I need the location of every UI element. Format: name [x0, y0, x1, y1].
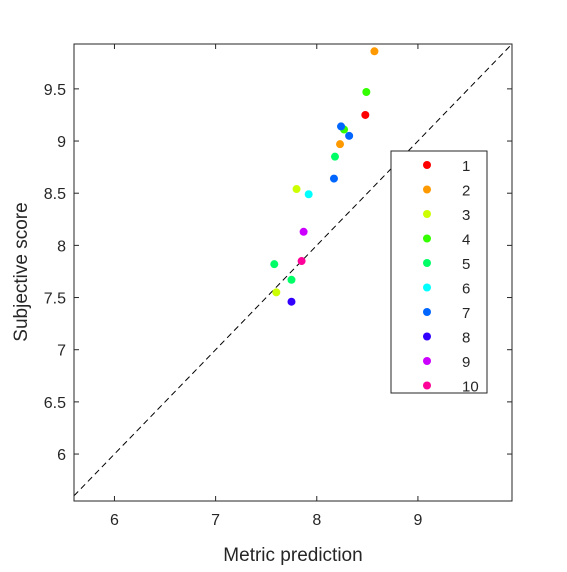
data-point-series-3 — [272, 288, 281, 297]
plot-frame — [73, 43, 513, 502]
y-tick-label: 8.5 — [44, 186, 66, 203]
data-point-series-5 — [330, 152, 339, 161]
identity-line — [73, 43, 513, 497]
legend: 1 2 3 4 5 6 7 8 9 10 — [390, 150, 488, 396]
x-tick-label: 9 — [413, 512, 422, 529]
legend-label-3: 3 — [462, 207, 470, 224]
data-point-series-3 — [292, 185, 301, 194]
data-point-series-2 — [336, 140, 345, 149]
legend-marker-2 — [423, 185, 431, 194]
data-point-series-4 — [362, 87, 371, 96]
legend-marker-10 — [423, 381, 431, 390]
data-point-series-5 — [270, 260, 279, 269]
legend-marker-4 — [423, 234, 431, 243]
legend-label-9: 9 — [462, 354, 470, 371]
legend-marker-5 — [423, 259, 431, 267]
data-point-series-1 — [361, 110, 370, 119]
legend-label-7: 7 — [462, 305, 470, 322]
legend-label-10: 10 — [462, 379, 479, 396]
x-tick-label: 6 — [110, 512, 119, 529]
data-point-series-7 — [329, 174, 338, 183]
data-point-series-2 — [370, 47, 379, 56]
legend-label-5: 5 — [462, 256, 470, 273]
y-tick-label: 9 — [57, 134, 66, 151]
y-tick-label: 8 — [57, 238, 66, 255]
x-axis-title: Metric prediction — [223, 545, 362, 566]
legend-label-2: 2 — [462, 183, 470, 200]
y-tick-label: 6.5 — [44, 395, 66, 412]
legend-label-4: 4 — [462, 232, 470, 249]
legend-label-6: 6 — [462, 281, 470, 298]
legend-marker-3 — [423, 210, 431, 218]
y-tick-label: 7.5 — [44, 291, 66, 308]
legend-marker-7 — [423, 308, 431, 316]
data-point-series-8 — [287, 297, 296, 306]
y-axis-title: Subjective score — [11, 202, 32, 341]
data-point-series-6 — [304, 190, 313, 199]
legend-marker-6 — [423, 283, 431, 292]
legend-marker-8 — [423, 332, 431, 341]
data-point-series-7 — [337, 122, 346, 131]
data-point-series-9 — [299, 227, 308, 236]
legend-label-1: 1 — [462, 158, 470, 175]
y-tick-label: 7 — [57, 343, 66, 360]
legend-marker-9 — [423, 357, 431, 365]
data-point-series-7 — [345, 131, 354, 140]
legend-label-8: 8 — [462, 330, 470, 347]
data-point-series-10 — [297, 257, 306, 266]
y-tick-label: 9.5 — [44, 82, 66, 99]
legend-box — [390, 150, 488, 394]
legend-marker-1 — [423, 161, 431, 169]
data-point-series-5 — [287, 275, 296, 284]
x-tick-label: 7 — [211, 512, 220, 529]
y-tick-label: 6 — [57, 447, 66, 464]
x-tick-label: 8 — [312, 512, 321, 529]
